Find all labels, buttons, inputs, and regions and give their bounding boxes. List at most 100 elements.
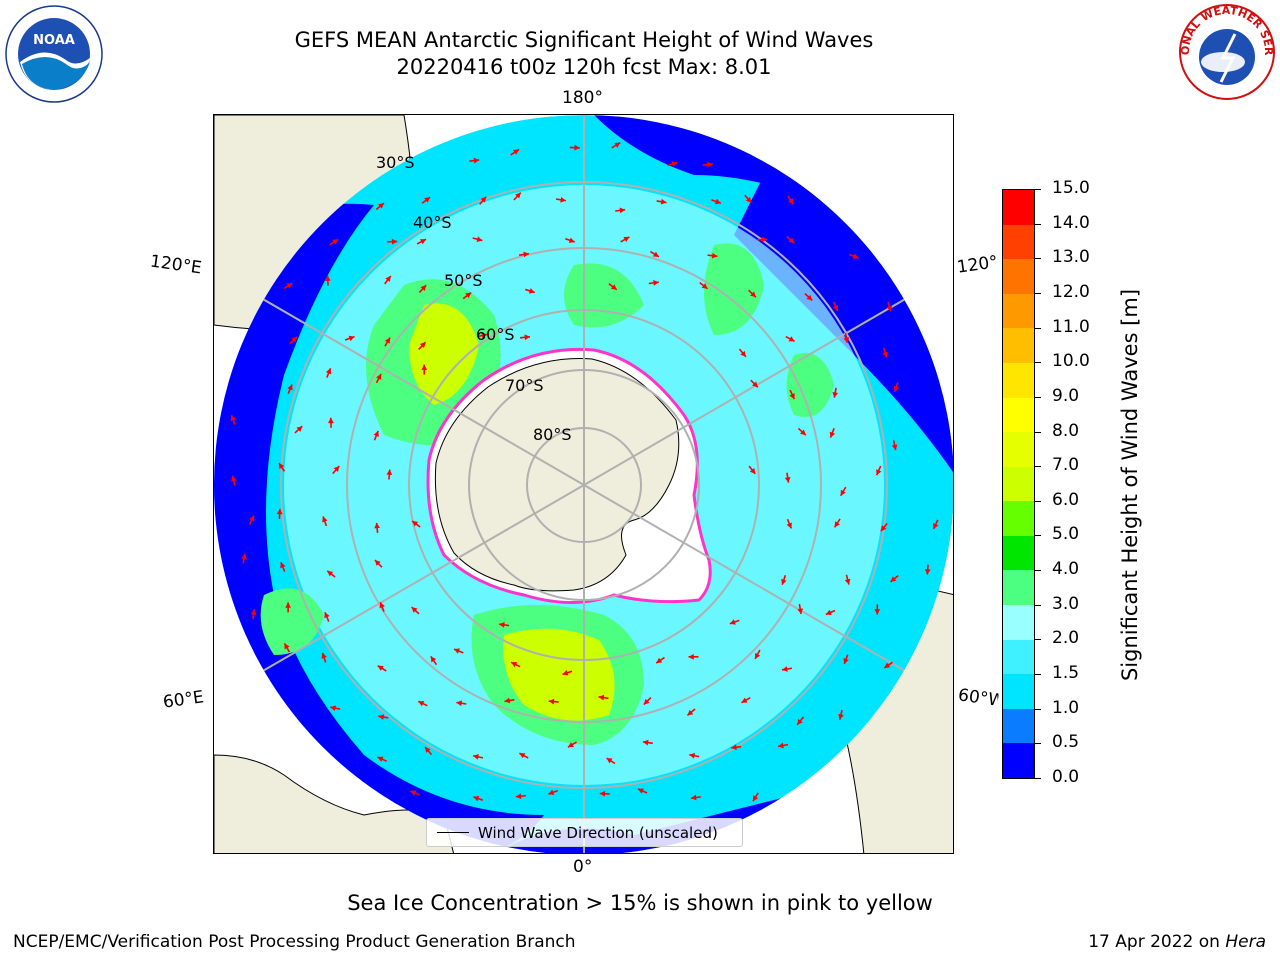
wave-direction-arrowhead bbox=[473, 754, 479, 760]
wave-direction-arrowhead bbox=[376, 373, 382, 380]
wave-direction-arrowhead bbox=[656, 657, 663, 664]
lat-label-70s: 70°S bbox=[505, 376, 544, 395]
wave-direction-arrowhead bbox=[891, 444, 898, 451]
wave-direction-arrowhead bbox=[421, 364, 428, 370]
colorbar-tick-mark bbox=[1035, 292, 1041, 294]
wave-direction-arrowhead bbox=[374, 522, 380, 529]
colorbar-segment bbox=[1003, 639, 1034, 675]
colorbar-tick-label: 13.0 bbox=[1052, 247, 1090, 268]
lon-label-120e: 120°E bbox=[148, 251, 203, 279]
wave-direction-arrowhead bbox=[643, 698, 650, 705]
wave-direction-arrowhead bbox=[880, 525, 887, 532]
colorbar-tick-mark bbox=[1035, 778, 1041, 779]
colorbar-segment bbox=[1003, 293, 1034, 329]
colorbar-tick-label: 1.0 bbox=[1052, 697, 1080, 718]
lat-label-30s: 30°S bbox=[376, 153, 415, 172]
graticule bbox=[214, 115, 953, 853]
wave-direction-arrowhead bbox=[286, 282, 293, 289]
wave-direction-arrowhead bbox=[511, 662, 518, 668]
colorbar-tick-label: 0.5 bbox=[1052, 732, 1080, 753]
wave-direction-arrowhead bbox=[788, 237, 795, 244]
wave-direction-arrowhead bbox=[843, 658, 849, 664]
wave-direction-arrowhead bbox=[328, 417, 334, 424]
colorbar-segment bbox=[1003, 397, 1034, 433]
wave-direction-arrowhead bbox=[614, 142, 621, 148]
wave-direction-arrowhead bbox=[806, 294, 813, 301]
wave-direction-arrowhead bbox=[568, 237, 575, 244]
wave-direction-arrowhead bbox=[330, 705, 336, 712]
map-panel bbox=[213, 114, 954, 854]
wave-direction-arrowhead bbox=[548, 698, 555, 705]
wave-direction-arrowhead bbox=[642, 739, 649, 746]
wave-direction-arrowhead bbox=[832, 304, 839, 311]
wave-direction-arrowhead bbox=[513, 149, 519, 155]
wave-direction-arrowhead bbox=[740, 350, 746, 357]
wave-direction-arrowhead bbox=[504, 697, 511, 704]
sea-ice-caption: Sea Ice Concentration > 15% is shown in … bbox=[347, 891, 933, 915]
map-canvas bbox=[214, 115, 953, 853]
colorbar-tick-mark bbox=[1035, 708, 1041, 710]
wave-direction-arrowhead bbox=[844, 578, 851, 585]
wave-direction-arrowhead bbox=[419, 342, 426, 348]
wave-direction-arrowhead bbox=[324, 612, 330, 619]
colorbar-segment bbox=[1003, 466, 1034, 502]
wave-direction-arrowhead bbox=[690, 794, 697, 801]
colorbar-tick-mark bbox=[1035, 500, 1041, 502]
wave-direction-arrowhead bbox=[623, 236, 630, 242]
colorbar-tick-label: 5.0 bbox=[1052, 524, 1080, 545]
wave-direction-arrowhead bbox=[325, 368, 332, 375]
wave-direction-arrowhead bbox=[567, 742, 574, 748]
colorbar-tick-mark bbox=[1035, 570, 1041, 572]
wave-direction-arrowhead bbox=[418, 701, 425, 707]
wave-direction-arrowhead bbox=[752, 381, 758, 388]
colorbar-tick-mark bbox=[1035, 431, 1041, 433]
colorbar-segment bbox=[1003, 224, 1034, 260]
wave-direction-arrowhead bbox=[886, 305, 893, 312]
colorbar-tick-label: 4.0 bbox=[1052, 559, 1080, 580]
wave-direction-arrowhead bbox=[800, 429, 806, 436]
wave-direction-arrowhead bbox=[788, 336, 795, 342]
lat-label-50s: 50°S bbox=[444, 271, 483, 290]
wave-direction-arrowhead bbox=[786, 522, 792, 529]
wave-direction-arrowhead bbox=[385, 275, 391, 282]
wave-direction-arrowhead bbox=[378, 203, 384, 209]
colorbar-tick-label: 1.5 bbox=[1052, 663, 1080, 684]
colorbar-tick-label: 9.0 bbox=[1052, 385, 1080, 406]
wave-direction-arrowhead bbox=[528, 288, 535, 294]
wave-direction-arrowhead bbox=[524, 334, 530, 341]
wave-direction-arrowhead bbox=[379, 602, 385, 609]
wave-direction-arrowhead bbox=[519, 753, 526, 759]
wave-direction-arrowhead bbox=[750, 291, 756, 298]
wave-direction-arrowhead bbox=[278, 463, 285, 469]
colorbar-segment bbox=[1003, 569, 1034, 606]
wave-direction-arrowhead bbox=[778, 742, 784, 749]
wave-direction-arrowhead bbox=[386, 469, 393, 476]
lon-label-0: 0° bbox=[573, 857, 593, 877]
wave-direction-arrowhead bbox=[788, 198, 794, 205]
wave-direction-arrowhead bbox=[574, 144, 580, 151]
wave-direction-arrowhead bbox=[480, 196, 487, 203]
colorbar-tick-mark bbox=[1035, 258, 1041, 260]
wave-direction-arrowhead bbox=[473, 157, 480, 164]
wave-direction-arrowhead bbox=[241, 553, 247, 560]
wave-direction-arrowhead bbox=[652, 251, 659, 257]
wave-direction-arrowhead bbox=[324, 275, 331, 281]
map-legend: Wind Wave Direction (unscaled) bbox=[426, 818, 743, 847]
colorbar-tick-mark bbox=[1035, 189, 1041, 190]
wave-direction-arrowhead bbox=[322, 516, 328, 523]
wave-direction-arrowhead bbox=[280, 562, 286, 569]
wave-direction-arrowhead bbox=[761, 236, 768, 243]
wave-direction-arrowhead bbox=[410, 790, 417, 796]
colorbar-segment bbox=[1003, 742, 1034, 778]
wave-direction-arrowhead bbox=[333, 466, 340, 472]
colorbar-tick-label: 14.0 bbox=[1052, 212, 1090, 233]
colorbar-segment bbox=[1003, 604, 1034, 640]
wave-direction-arrowhead bbox=[752, 795, 759, 802]
svg-text:NOAA: NOAA bbox=[33, 33, 75, 48]
wave-direction-arrowhead bbox=[287, 384, 293, 391]
wave-direction-arrowhead bbox=[834, 521, 840, 528]
wave-direction-arrowhead bbox=[882, 351, 888, 358]
colorbar-tick-label: 7.0 bbox=[1052, 455, 1080, 476]
wave-direction-arrowhead bbox=[729, 619, 736, 625]
wave-direction-arrowhead bbox=[515, 192, 521, 199]
